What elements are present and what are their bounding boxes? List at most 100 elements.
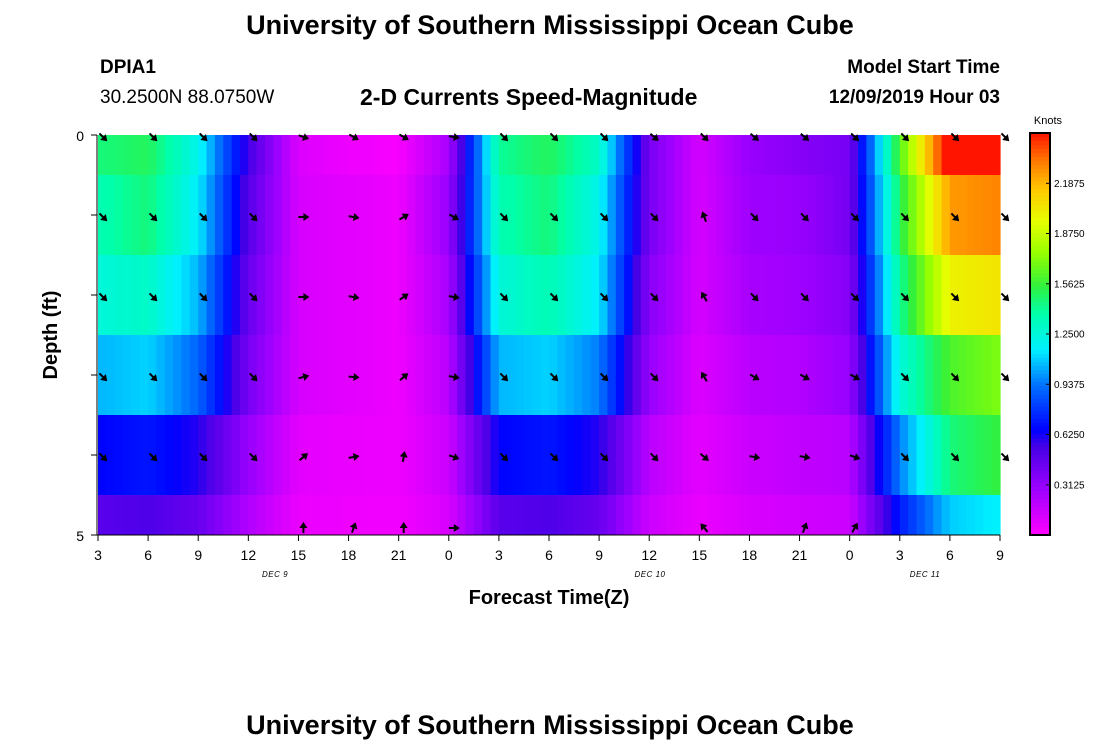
colorbar-tick-label: 0.6250 <box>1054 430 1085 441</box>
arrow-head <box>501 294 509 302</box>
arrow-head <box>802 133 810 141</box>
colorbar-segment <box>1030 518 1050 524</box>
heatmap-cell <box>164 335 174 415</box>
x-tick-label: 6 <box>946 547 954 563</box>
colorbar-segment <box>1030 157 1050 162</box>
current-arrow <box>649 212 659 222</box>
heatmap-cell <box>340 415 350 495</box>
heatmap-cell <box>423 255 433 335</box>
current-arrow <box>348 133 359 141</box>
current-arrow <box>700 211 709 223</box>
heatmap-cell <box>532 135 542 175</box>
heatmap-cell <box>114 175 124 255</box>
heatmap-cell <box>791 335 801 415</box>
current-arrow <box>800 133 810 141</box>
arrow-head <box>150 214 158 222</box>
x-tick-label: 3 <box>495 547 503 563</box>
heatmap-cell <box>532 415 542 495</box>
current-arrow <box>950 292 960 302</box>
heatmap-cell <box>690 335 700 415</box>
heatmap-cell <box>173 135 183 175</box>
heatmap-cell <box>423 175 433 255</box>
current-arrow <box>198 132 208 142</box>
heatmap-cell <box>640 495 650 535</box>
heatmap-cell <box>757 135 767 175</box>
current-arrow <box>749 133 759 141</box>
heatmap-cell <box>866 415 876 495</box>
heatmap-cell <box>164 415 174 495</box>
heatmap-cell <box>290 255 300 335</box>
x-tick-label: 3 <box>94 547 102 563</box>
arrow-head <box>302 373 310 381</box>
heatmap-cell <box>949 415 959 495</box>
heatmap-cell <box>557 495 567 535</box>
heatmap-cell <box>106 255 116 335</box>
heatmap-cell <box>390 175 400 255</box>
heatmap-cell <box>766 255 776 335</box>
arrow-head <box>353 373 360 381</box>
heatmap-cell <box>707 495 717 535</box>
colorbar-segment <box>1030 141 1050 146</box>
heatmap-cell <box>716 495 725 535</box>
heatmap-cell <box>582 495 592 535</box>
heatmap-cell <box>832 335 842 415</box>
heatmap-cell <box>407 255 416 335</box>
heatmap-cell <box>791 415 801 495</box>
heatmap-cell <box>348 335 358 415</box>
current-arrow <box>849 373 860 381</box>
heatmap-cell <box>415 135 425 175</box>
heatmap-cell <box>916 175 926 255</box>
colorbar-segment <box>1030 249 1050 255</box>
heatmap-cell <box>239 255 249 335</box>
heatmap-cell <box>515 175 525 255</box>
heatmap-cell <box>699 495 709 535</box>
x-tick-label: 21 <box>391 547 407 563</box>
heatmap-cell <box>757 335 767 415</box>
heatmap-cell <box>557 255 567 335</box>
heatmap-cell <box>540 175 550 255</box>
heatmap-cell <box>874 255 884 335</box>
heatmap-cell <box>590 255 600 335</box>
heatmap-cell <box>390 335 400 415</box>
heatmap-cell <box>908 175 918 255</box>
heatmap-cell <box>732 495 742 535</box>
current-arrow <box>399 373 409 381</box>
heatmap-cell <box>248 335 258 415</box>
heatmap-cell <box>874 415 884 495</box>
current-arrow <box>1000 132 1010 142</box>
heatmap-cell <box>640 335 650 415</box>
current-arrow <box>649 292 659 302</box>
heatmap-cell <box>306 175 316 255</box>
heatmap-cell <box>858 415 867 495</box>
heatmap-cell <box>741 335 751 415</box>
current-arrow <box>348 453 360 461</box>
heatmap-cell <box>323 495 333 535</box>
heatmap-cell <box>807 135 817 175</box>
heatmap-cell <box>440 255 450 335</box>
heatmap-cell <box>540 415 550 495</box>
heatmap-cell <box>824 335 834 415</box>
heatmap-cell <box>114 135 124 175</box>
heatmap-cell <box>465 255 475 335</box>
heatmap-cell <box>599 255 609 335</box>
heatmap-cell <box>507 175 517 255</box>
current-arrow <box>700 132 709 142</box>
heatmap-cell <box>916 495 926 535</box>
heatmap-cell <box>724 135 734 175</box>
heatmap-cell <box>774 175 784 255</box>
current-arrow <box>850 292 859 302</box>
current-arrow <box>298 213 310 221</box>
heatmap-cell <box>824 135 834 175</box>
heatmap-cell <box>415 495 425 535</box>
heatmap-cell <box>214 495 224 535</box>
x-tick-label: 9 <box>194 547 202 563</box>
arrow-head <box>952 294 960 302</box>
heatmap-cell <box>173 175 183 255</box>
heatmap-cell <box>139 495 149 535</box>
current-arrow <box>198 292 208 302</box>
heatmap-cell <box>265 135 274 175</box>
heatmap-cell <box>290 415 300 495</box>
heatmap-cell <box>256 175 266 255</box>
heatmap-cell <box>173 255 183 335</box>
heatmap-cell <box>824 175 834 255</box>
